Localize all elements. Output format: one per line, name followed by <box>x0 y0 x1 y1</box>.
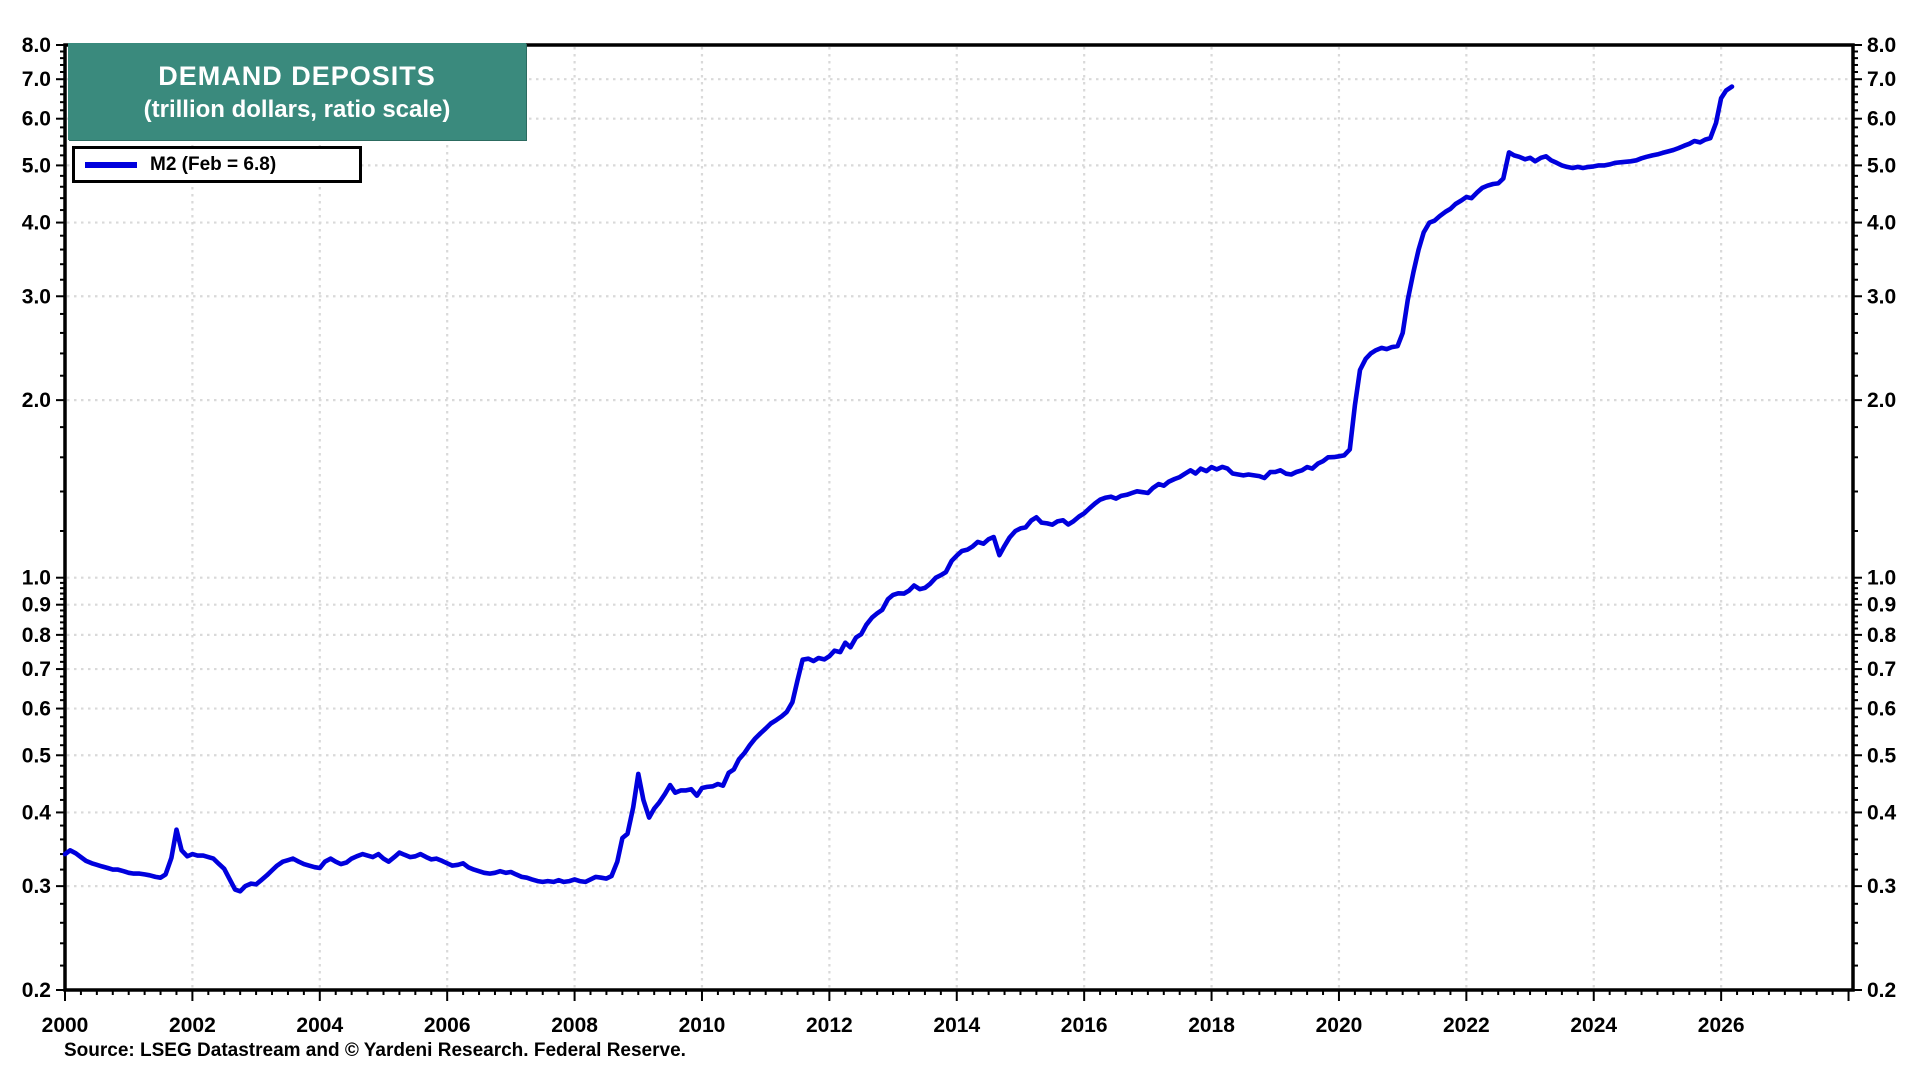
y-axis-tick-label-right: 6.0 <box>1867 108 1896 131</box>
y-axis-tick-label-left: 1.0 <box>22 567 51 590</box>
x-axis-tick-label: 2024 <box>1570 1014 1617 1037</box>
x-axis-tick-label: 2006 <box>424 1014 471 1037</box>
x-axis-tick-label: 2014 <box>933 1014 980 1037</box>
y-axis-tick-label-right: 7.0 <box>1867 68 1896 91</box>
source-note: Source: LSEG Datastream and © Yardeni Re… <box>64 1040 686 1061</box>
x-axis-tick-label: 2018 <box>1188 1014 1235 1037</box>
chart-title: DEMAND DEPOSITS <box>158 60 436 91</box>
x-axis-tick-label: 2010 <box>679 1014 726 1037</box>
y-axis-tick-label-right: 0.5 <box>1867 744 1897 767</box>
chart-subtitle: (trillion dollars, ratio scale) <box>143 96 451 124</box>
legend-label: M2 (Feb = 6.8) <box>150 153 277 175</box>
legend: M2 (Feb = 6.8) <box>72 146 362 183</box>
y-axis-tick-label-right: 5.0 <box>1867 154 1896 177</box>
series-line-m2 <box>62 84 1735 894</box>
legend-line-swatch <box>85 161 137 168</box>
x-axis-tick-label: 2000 <box>42 1014 89 1037</box>
y-axis-tick-label-left: 0.4 <box>22 801 52 824</box>
y-axis-tick-label-left: 7.0 <box>22 68 51 91</box>
y-axis-tick-label-left: 0.7 <box>22 658 51 681</box>
y-axis-tick-label-right: 0.6 <box>1867 698 1896 721</box>
y-axis-tick-label-right: 3.0 <box>1867 285 1896 308</box>
y-axis-tick-label-right: 4.0 <box>1867 212 1896 235</box>
y-axis-tick-label-right: 8.0 <box>1867 34 1896 57</box>
y-axis-tick-label-right: 0.8 <box>1867 624 1897 647</box>
y-axis-tick-label-left: 0.8 <box>22 624 52 647</box>
y-axis-tick-label-left: 3.0 <box>22 285 51 308</box>
y-axis-tick-label-right: 0.9 <box>1867 594 1896 617</box>
x-axis-tick-label: 2020 <box>1316 1014 1363 1037</box>
y-axis-tick-label-left: 0.5 <box>22 744 52 767</box>
y-axis-tick-label-left: 0.3 <box>22 875 51 898</box>
y-axis-tick-label-right: 0.2 <box>1867 979 1896 1002</box>
y-axis-tick-label-right: 0.3 <box>1867 875 1896 898</box>
y-axis-tick-label-left: 4.0 <box>22 212 51 235</box>
y-axis-tick-label-left: 0.6 <box>22 698 51 721</box>
y-axis-tick-label-left: 6.0 <box>22 108 51 131</box>
y-axis-tick-label-right: 0.4 <box>1867 801 1897 824</box>
x-axis-tick-label: 2004 <box>296 1014 343 1037</box>
y-axis-tick-label-right: 2.0 <box>1867 389 1896 412</box>
y-axis-tick-label-left: 2.0 <box>22 389 51 412</box>
y-axis-tick-label-right: 1.0 <box>1867 567 1896 590</box>
y-axis-tick-label-left: 5.0 <box>22 154 51 177</box>
y-axis-tick-label-right: 0.7 <box>1867 658 1896 681</box>
chart-title-box: DEMAND DEPOSITS (trillion dollars, ratio… <box>68 43 526 140</box>
x-axis-tick-label: 2008 <box>551 1014 598 1037</box>
y-axis-tick-label-left: 0.2 <box>22 979 51 1002</box>
x-axis-tick-label: 2022 <box>1443 1014 1490 1037</box>
x-axis-tick-label: 2002 <box>169 1014 216 1037</box>
x-axis-tick-label: 2012 <box>806 1014 853 1037</box>
x-axis-tick-label: 2016 <box>1061 1014 1108 1037</box>
x-axis-tick-label: 2026 <box>1698 1014 1745 1037</box>
plot-frame <box>63 43 1855 992</box>
y-axis-tick-label-left: 8.0 <box>22 34 51 57</box>
y-axis-tick-label-left: 0.9 <box>22 594 51 617</box>
